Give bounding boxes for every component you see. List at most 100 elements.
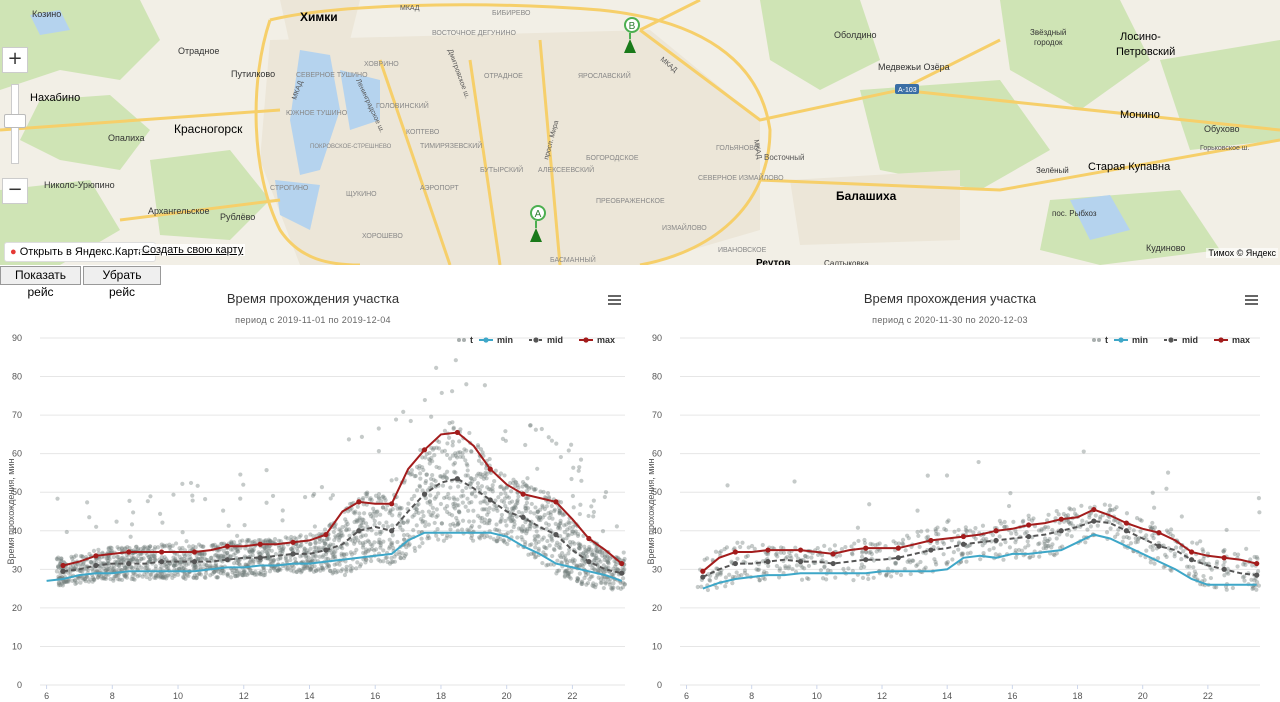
map-zoom-knob[interactable] <box>4 114 26 128</box>
open-in-yandex-maps-link[interactable]: ● Открыть в Яндекс.Картах <box>4 242 156 262</box>
scatter-point <box>302 546 307 551</box>
scatter-point <box>148 494 153 499</box>
scatter-point <box>461 493 466 498</box>
legend-item-min[interactable]: min <box>479 335 513 345</box>
scatter-point <box>583 551 588 556</box>
scatter-point <box>545 491 551 496</box>
scatter-point <box>148 572 153 577</box>
show-trip-button[interactable]: Показать рейс <box>0 266 81 299</box>
scatter-point <box>266 537 271 542</box>
chart-menu-icon[interactable] <box>608 295 621 305</box>
scatter-point <box>506 495 512 500</box>
scatter-point <box>859 550 865 555</box>
scatter-point <box>257 560 262 565</box>
route-marker-a[interactable]: A <box>530 205 546 242</box>
scatter-point <box>109 565 114 570</box>
scatter-point <box>789 556 794 561</box>
scatter-point <box>95 575 100 580</box>
series-point-mid <box>487 497 493 503</box>
scatter-point <box>491 507 496 512</box>
scatter-point <box>467 519 472 524</box>
scatter-point <box>605 559 610 565</box>
scatter-point <box>1201 549 1206 554</box>
legend-item-max[interactable]: max <box>579 335 615 345</box>
map-place-label: Реутов <box>756 258 791 265</box>
map-place-label: Балашиха <box>836 189 897 203</box>
scatter-point <box>237 562 242 567</box>
scatter-point <box>305 548 310 553</box>
y-tick-label: 0 <box>17 680 22 690</box>
scatter-point <box>901 541 906 547</box>
chart-menu-icon[interactable] <box>1245 295 1258 305</box>
scatter-point <box>366 549 371 554</box>
scatter-point <box>564 522 569 527</box>
scatter-point <box>230 570 235 575</box>
scatter-point <box>511 505 516 511</box>
scatter-point <box>180 566 186 571</box>
legend-item-mid[interactable]: mid <box>1164 335 1198 345</box>
map-zoom-in-button[interactable]: + <box>2 47 28 73</box>
scatter-point <box>482 490 488 496</box>
map[interactable]: A B Химки Нахабино Красногорск Балашиха Мони… <box>0 0 1280 265</box>
scatter-point <box>447 496 452 501</box>
scatter-point <box>822 543 827 548</box>
scatter-point <box>119 577 125 582</box>
map-canvas[interactable]: A B ХимкиНахабиноКрасногорскБалашихаМони… <box>0 0 1280 265</box>
scatter-point <box>1256 583 1261 588</box>
scatter-point <box>258 551 263 556</box>
scatter-point <box>474 473 480 478</box>
legend-item-min[interactable]: min <box>1114 335 1148 345</box>
hide-trip-button[interactable]: Убрать рейс <box>83 266 161 299</box>
scatter-point <box>152 575 157 580</box>
scatter-point <box>1037 541 1042 546</box>
map-place-label: Красногорск <box>174 122 243 136</box>
route-marker-b[interactable]: B <box>624 17 640 53</box>
scatter-point <box>587 577 592 582</box>
scatter-point <box>180 481 185 487</box>
scatter-point <box>1065 513 1071 518</box>
scatter-point <box>960 552 965 557</box>
legend-item-t[interactable]: t <box>1092 335 1108 345</box>
scatter-point <box>1201 556 1206 562</box>
scatter-point <box>108 549 113 554</box>
scatter-point <box>567 570 572 575</box>
scatter-point <box>72 578 77 583</box>
scatter-point <box>313 545 319 550</box>
scatter-point <box>306 555 311 560</box>
scatter-point <box>566 551 571 556</box>
legend-item-t[interactable]: t <box>457 335 473 345</box>
chart-legend: t min mid max <box>1092 335 1250 345</box>
scatter-point <box>558 545 563 551</box>
scatter-point <box>523 508 528 514</box>
scatter-point <box>130 566 135 571</box>
scatter-point <box>478 515 483 520</box>
scatter-point <box>298 570 304 575</box>
map-zoom-out-button[interactable]: − <box>2 178 28 204</box>
scatter-point <box>252 572 258 577</box>
scatter-point <box>1026 516 1032 522</box>
scatter-point <box>65 578 71 583</box>
scatter-point <box>390 523 395 528</box>
scatter-point <box>512 522 517 527</box>
scatter-point <box>389 560 394 565</box>
scatter-point <box>505 494 510 499</box>
scatter-point <box>448 527 453 532</box>
scatter-point <box>378 531 383 536</box>
scatter-point <box>180 545 185 551</box>
legend-item-max[interactable]: max <box>1214 335 1250 345</box>
scatter-point <box>223 551 228 556</box>
scatter-point <box>420 488 425 493</box>
scatter-point <box>522 527 528 532</box>
legend-item-mid[interactable]: mid <box>529 335 563 345</box>
scatter-point <box>566 520 571 525</box>
scatter-point <box>132 577 137 582</box>
create-map-link[interactable]: Создать свою карту <box>140 244 246 256</box>
scatter-point <box>360 541 366 546</box>
scatter-point <box>218 553 224 558</box>
scatter-point <box>923 565 928 570</box>
scatter-point <box>593 584 598 590</box>
scatter-point <box>1051 552 1056 557</box>
scatter-point <box>90 579 95 584</box>
scatter-point <box>106 560 111 566</box>
scatter-point <box>58 559 63 564</box>
